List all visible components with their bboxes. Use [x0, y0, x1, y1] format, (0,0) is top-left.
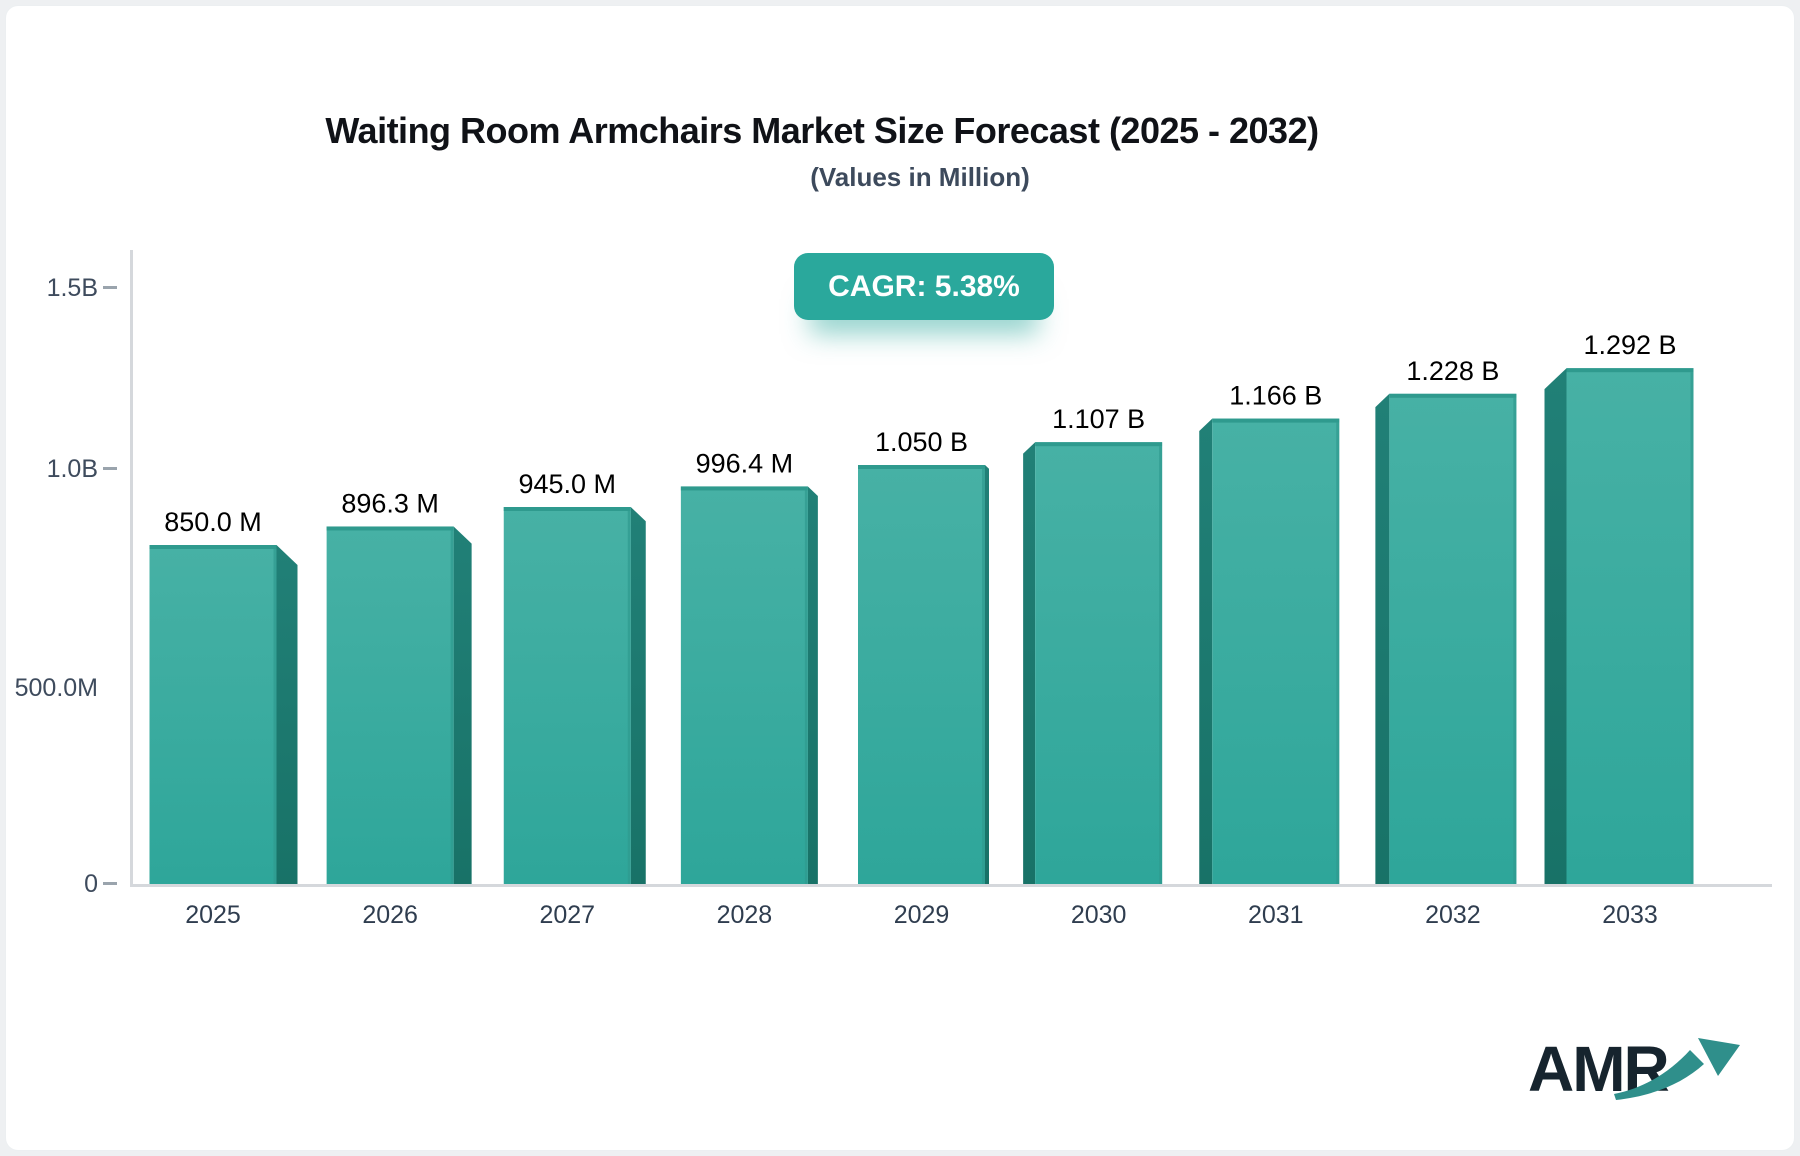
- bar-value-label: 1.050 B: [875, 427, 968, 457]
- bar-value-label: 945.0 M: [518, 469, 616, 499]
- bar-group-2028: 996.4 M: [680, 448, 818, 885]
- bar-right-edge: [804, 490, 808, 885]
- bar-value-label: 1.292 B: [1583, 330, 1676, 360]
- cagr-badge: CAGR: 5.38%: [794, 253, 1054, 320]
- bar-top-edge: [1035, 442, 1163, 447]
- x-axis-label: 2033: [1602, 901, 1658, 929]
- bar-top-edge: [1212, 418, 1340, 423]
- x-axis-label: 2031: [1248, 901, 1304, 929]
- bar-right-edge: [1690, 372, 1694, 885]
- bar-front-face: [680, 486, 808, 885]
- bar-front-face: [149, 545, 277, 885]
- bar-front-face: [1389, 393, 1517, 885]
- chart-subtitle: (Values in Million): [810, 162, 1030, 192]
- y-axis-label: 1.5B: [47, 274, 98, 302]
- bar-group-2032: 1.228 B: [1375, 356, 1517, 885]
- bar-top-edge: [858, 465, 985, 469]
- bar-top-edge: [1389, 393, 1517, 398]
- bar-top-edge: [149, 545, 277, 549]
- y-axis-tick: [103, 882, 117, 885]
- trend-up-arrow-icon: [1614, 1038, 1740, 1100]
- bar-right-edge: [1513, 397, 1517, 885]
- bar-right-edge: [627, 511, 631, 885]
- bar-front-face: [1566, 368, 1694, 885]
- bar-front-face: [858, 465, 985, 885]
- bar-right-edge: [450, 530, 454, 885]
- x-axis-label: 2025: [185, 901, 241, 929]
- bar-right-edge: [1159, 446, 1163, 885]
- bar-right-edge: [982, 469, 985, 885]
- bar-group-2030: 1.107 B: [1023, 404, 1163, 885]
- bar-front-face: [326, 526, 454, 885]
- bar-side-face: [1199, 418, 1213, 885]
- bar-top-edge: [503, 507, 631, 511]
- bar-group-2027: 945.0 M: [503, 469, 646, 885]
- bar-side-face: [1023, 442, 1036, 885]
- x-axis-label: 2027: [539, 901, 595, 929]
- bar-top-edge: [1566, 368, 1694, 373]
- x-axis-label: 2029: [894, 901, 950, 929]
- bar-value-label: 996.4 M: [696, 448, 794, 478]
- bar-side-face: [1544, 368, 1567, 885]
- bar-group-2031: 1.166 B: [1199, 381, 1340, 885]
- y-axis-tick: [103, 467, 117, 470]
- bar-side-face: [453, 526, 472, 885]
- bar-side-face: [985, 465, 989, 885]
- bar-value-label: 1.107 B: [1052, 404, 1145, 434]
- bar-side-face: [276, 545, 298, 885]
- bar-group-2033: 1.292 B: [1544, 330, 1694, 885]
- y-axis-label: 500.0M: [15, 674, 98, 702]
- y-axis-label: 1.0B: [47, 455, 98, 483]
- cagr-badge-row: CAGR: 5.38%: [0, 253, 1800, 320]
- bar-right-edge: [273, 549, 277, 885]
- bar-value-label: 1.166 B: [1229, 381, 1322, 411]
- y-axis-label: 0: [84, 870, 98, 898]
- x-axis-label: 2026: [362, 901, 418, 929]
- y-axis-tick: [103, 286, 117, 289]
- chart-title: Waiting Room Armchairs Market Size Forec…: [325, 110, 1319, 151]
- bar-value-label: 1.228 B: [1406, 356, 1499, 386]
- y-axis-line: [130, 250, 133, 887]
- bar-group-2029: 1.050 B: [858, 427, 989, 885]
- x-axis-label: 2030: [1071, 901, 1127, 929]
- bar-top-edge: [680, 486, 808, 491]
- bar-right-edge: [1336, 422, 1340, 885]
- bar-side-face: [807, 486, 818, 885]
- x-axis-label: 2032: [1425, 901, 1481, 929]
- bar-front-face: [503, 507, 631, 885]
- bar-group-2025: 850.0 M: [149, 507, 298, 885]
- bar-front-face: [1212, 418, 1340, 885]
- bar-value-label: 850.0 M: [164, 507, 262, 537]
- x-axis-line: [130, 884, 1772, 887]
- x-axis-label: 2028: [717, 901, 773, 929]
- bar-side-face: [1375, 393, 1390, 885]
- bar-front-face: [1035, 442, 1163, 885]
- amr-logo: AMR: [1528, 1032, 1768, 1122]
- bar-value-label: 896.3 M: [341, 488, 439, 518]
- bar-top-edge: [326, 526, 454, 531]
- bar-side-face: [630, 507, 646, 885]
- bar-group-2026: 896.3 M: [326, 488, 472, 885]
